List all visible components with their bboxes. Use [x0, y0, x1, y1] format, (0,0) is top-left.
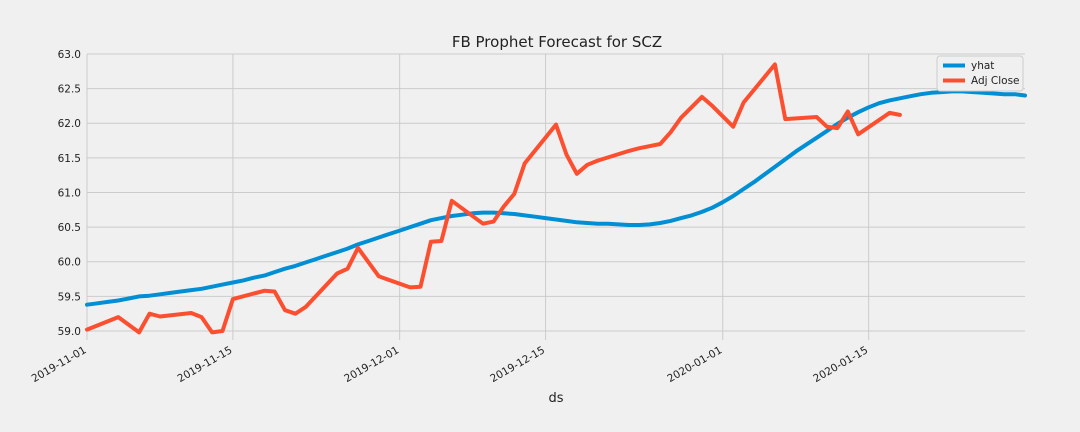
y-axis-ticks: 59.0 59.5 60.0 60.5 61.0 61.5 62.0 62.5 63.0	[58, 49, 81, 338]
y-tick-label: 60.0	[58, 257, 81, 269]
grid	[86, 53, 1025, 340]
y-tick-label: 60.5	[58, 222, 81, 234]
series-line-adj-close	[85, 62, 902, 335]
chart-title: FB Prophet Forecast for SCZ	[452, 33, 662, 51]
y-tick-label: 63.0	[58, 49, 81, 61]
y-tick-label: 62.5	[58, 84, 81, 96]
legend: yhat Adj Close	[936, 55, 1024, 92]
legend-label-adj-close: Adj Close	[971, 75, 1020, 87]
y-tick-label: 59.5	[58, 291, 81, 303]
series-layer	[85, 62, 1027, 335]
y-tick-label: 61.0	[58, 187, 81, 199]
legend-label-yhat: yhat	[971, 60, 994, 72]
y-tick-label: 62.0	[58, 118, 81, 130]
series-line-yhat	[85, 89, 1027, 307]
y-tick-label: 59.0	[58, 326, 81, 338]
y-tick-label: 61.5	[58, 153, 81, 165]
x-axis-label: ds	[548, 391, 563, 406]
